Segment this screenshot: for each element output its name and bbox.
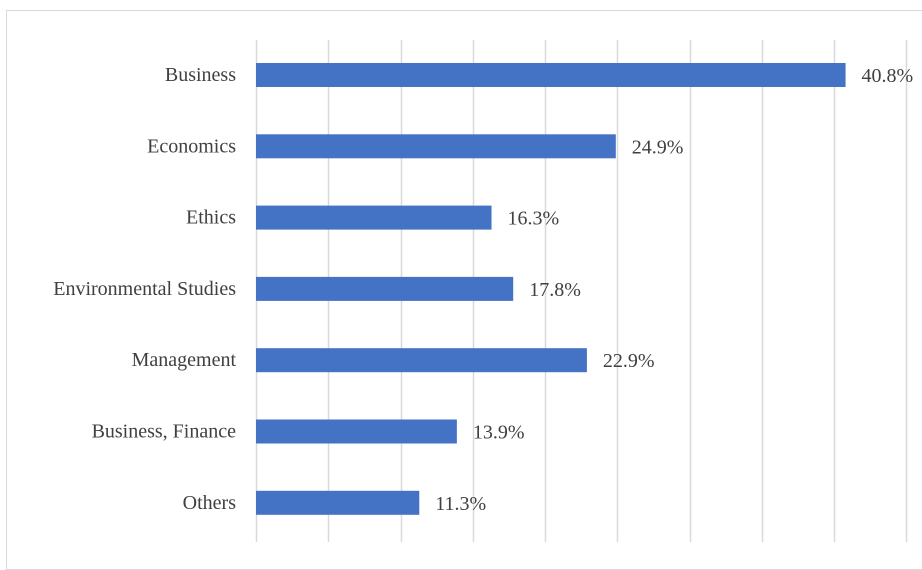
bar-management: [256, 348, 587, 373]
category-label-business: Business: [165, 64, 236, 86]
category-label-environmental-studies: Environmental Studies: [53, 278, 236, 300]
value-label-environmental-studies: 17.8%: [529, 279, 581, 301]
category-label-others: Others: [183, 492, 237, 514]
value-label-business: 40.8%: [862, 65, 914, 87]
value-label-business-finance: 13.9%: [473, 422, 525, 444]
category-labels: Business Economics Ethics Environmental Stu…: [53, 64, 236, 514]
bar-environmental-studies: [256, 276, 514, 301]
category-label-business-finance: Business, Finance: [92, 421, 237, 443]
bar-ethics: [256, 205, 492, 230]
value-label-management: 22.9%: [603, 350, 655, 372]
value-labels: 40.8% 24.9% 16.3% 17.8% 22.9% 13.9% 11.3%: [435, 65, 913, 515]
bar-others: [256, 490, 420, 515]
value-label-others: 11.3%: [435, 493, 486, 515]
value-label-economics: 24.9%: [632, 136, 684, 158]
category-label-economics: Economics: [147, 135, 236, 157]
bar-economics: [256, 134, 616, 159]
bars: [256, 63, 846, 515]
category-label-ethics: Ethics: [186, 207, 236, 229]
bar-business: [256, 63, 846, 87]
value-label-ethics: 16.3%: [508, 208, 560, 230]
bar-business-finance: [256, 419, 457, 444]
category-label-management: Management: [132, 349, 237, 371]
